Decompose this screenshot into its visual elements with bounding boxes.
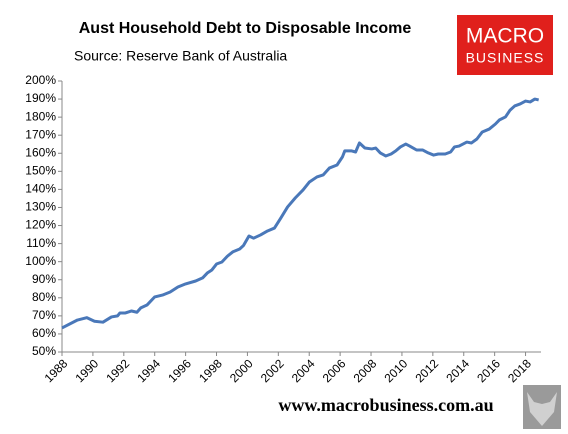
x-tick-label: 1988 [42, 356, 71, 385]
y-tick-label: 150% [25, 164, 56, 178]
y-tick-label: 110% [26, 236, 56, 250]
y-tick-label: 70% [32, 308, 56, 322]
brand-line: MACRO [466, 25, 544, 48]
brand-box [457, 15, 553, 75]
x-tick-label: 2010 [382, 356, 411, 385]
y-tick-label: 50% [32, 344, 56, 358]
y-tick-label: 90% [32, 272, 56, 286]
y-tick-label: 160% [25, 145, 56, 159]
y-tick-label: 170% [25, 127, 56, 141]
x-tick-label: 2008 [351, 356, 380, 385]
x-tick-label: 1992 [103, 356, 132, 385]
x-tick-label: 1994 [134, 356, 163, 385]
x-tick-label: 2006 [320, 356, 349, 385]
y-tick-label: 190% [25, 91, 56, 105]
x-tick-label: 1998 [196, 356, 225, 385]
x-tick-label: 2016 [474, 356, 503, 385]
y-tick-label: 140% [25, 182, 56, 196]
y-tick-label: 130% [25, 200, 56, 214]
y-tick-label: 60% [32, 326, 56, 340]
data-line [61, 97, 540, 330]
x-tick-label: 1996 [165, 356, 194, 385]
y-tick-label: 80% [32, 290, 56, 304]
y-tick-label: 180% [25, 109, 56, 123]
chart-subtitle: Source: Reserve Bank of Australia [74, 48, 287, 64]
y-tick-label: 200% [25, 73, 56, 87]
brand-line: BUSINESS [466, 50, 545, 66]
x-tick-label: 2000 [227, 356, 256, 385]
x-tick-label: 2018 [505, 356, 534, 385]
x-tick-label: 2012 [412, 356, 441, 385]
x-tick-label: 2014 [443, 356, 472, 385]
x-tick-label: 1990 [72, 356, 101, 385]
wolf-face [527, 392, 557, 426]
x-tick-label: 2004 [289, 356, 318, 385]
footer: www.macrobusiness.com.au [278, 395, 493, 415]
x-tick-label: 2002 [258, 356, 287, 385]
chart-title: Aust Household Debt to Disposable Income [79, 20, 412, 37]
y-tick-label: 100% [25, 254, 56, 268]
y-tick-label: 120% [25, 218, 56, 232]
